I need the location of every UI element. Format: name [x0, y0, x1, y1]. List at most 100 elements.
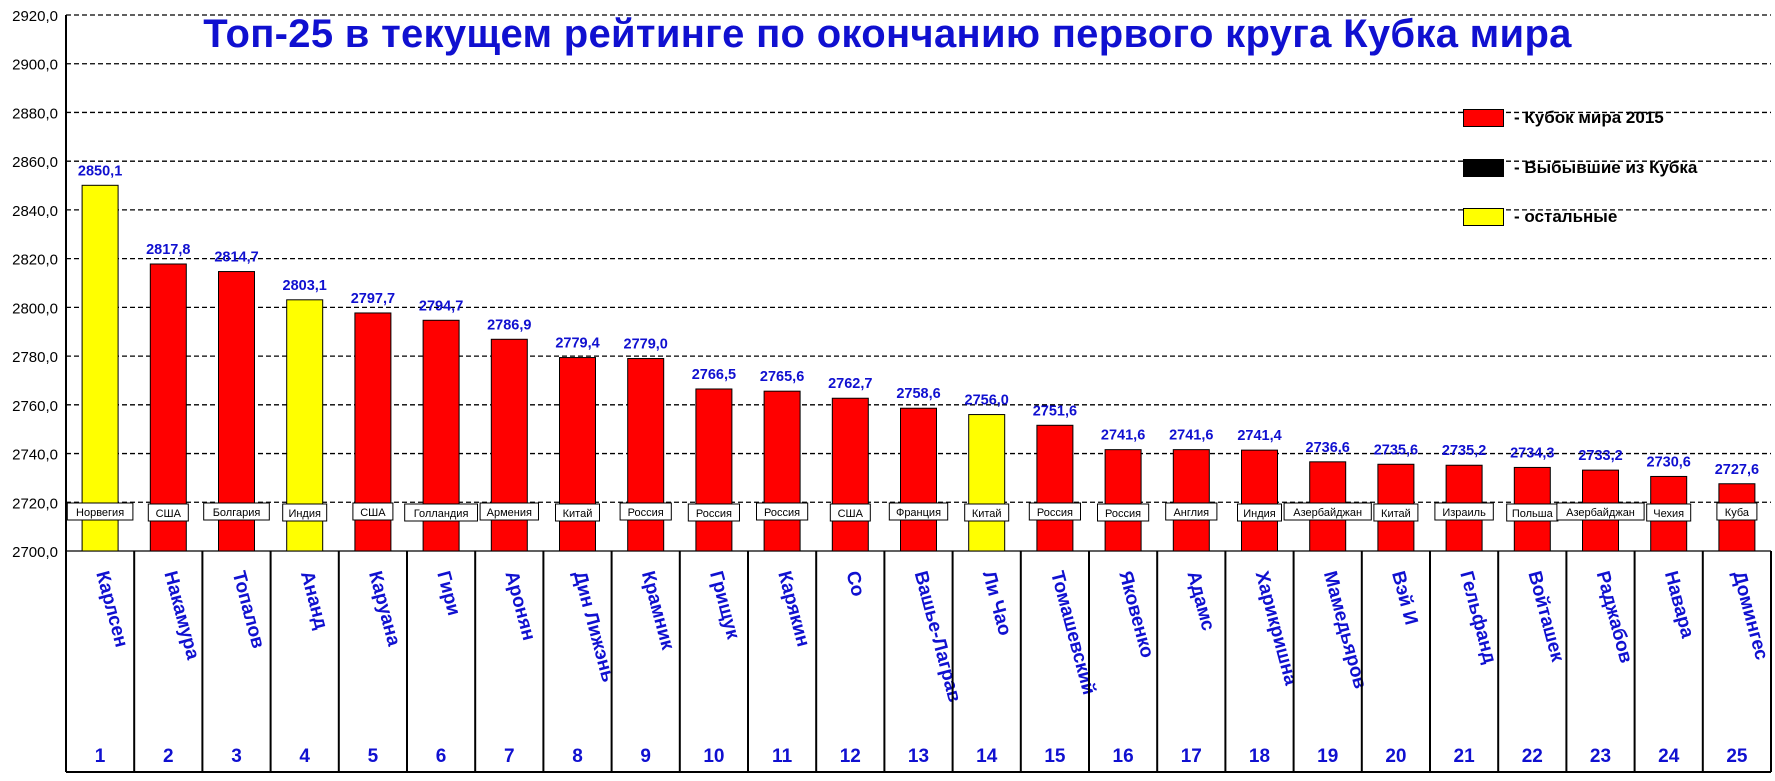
player-name: Гири	[432, 569, 464, 618]
y-tick-label: 2920,0	[12, 8, 58, 25]
y-tick-label: 2720,0	[12, 495, 58, 512]
value-label: 2803,1	[283, 278, 327, 294]
rank-number: 5	[368, 746, 379, 767]
country-label: Россия	[696, 508, 732, 520]
y-tick-label: 2800,0	[12, 300, 58, 317]
country-box	[1237, 503, 1282, 522]
bar-11	[763, 390, 801, 552]
rank-number: 25	[1726, 746, 1748, 767]
country-label: Азербайджан	[1566, 507, 1635, 519]
value-label: 2766,5	[692, 367, 736, 383]
value-label: 2758,6	[896, 386, 940, 402]
country-label: Болгария	[213, 507, 261, 519]
rank-number: 15	[1044, 746, 1066, 767]
player-name: Накамура	[159, 569, 203, 662]
country-box	[479, 502, 540, 521]
country-box	[1097, 503, 1150, 522]
rank-number: 24	[1658, 746, 1680, 767]
value-label: 2797,7	[351, 291, 395, 307]
value-label: 2762,7	[828, 376, 872, 392]
country-label: США	[838, 508, 864, 520]
value-label: 2786,9	[487, 317, 531, 333]
player-name: Ананд	[296, 569, 332, 632]
bar-9	[627, 358, 665, 552]
country-label: Индия	[288, 508, 321, 520]
value-label: 2850,1	[78, 163, 122, 179]
legend-item-others: - остальные	[1463, 206, 1617, 228]
value-label: 2741,6	[1101, 428, 1145, 444]
country-box	[1283, 502, 1372, 521]
y-tick-label: 2700,0	[12, 544, 58, 561]
player-name: Карякин	[773, 569, 813, 649]
country-label: Голландия	[414, 508, 469, 520]
chart-title: Топ-25 в текущем рейтинге по окончанию п…	[203, 12, 1572, 56]
country-box	[756, 502, 809, 521]
rank-number: 10	[703, 746, 724, 767]
y-tick-label: 2900,0	[12, 57, 58, 74]
country-box	[1646, 503, 1692, 522]
rank-number: 1	[95, 746, 106, 767]
rank-number: 23	[1590, 746, 1611, 767]
player-name: Аронян	[500, 569, 539, 643]
player-name: Крамник	[637, 569, 678, 653]
legend-item-eliminated: - Выбывшие из Кубка	[1463, 157, 1697, 179]
bar-2	[149, 263, 187, 552]
country-box	[1373, 503, 1419, 522]
country-label: Израиль	[1442, 507, 1486, 519]
rank-number: 2	[163, 746, 174, 767]
rank-number: 4	[299, 746, 310, 767]
bar-1	[81, 184, 119, 552]
rank-number: 13	[908, 746, 929, 767]
bar-13	[900, 407, 937, 552]
player-name: Адамс	[1182, 569, 1218, 634]
y-tick-label: 2820,0	[12, 252, 58, 269]
country-box	[888, 502, 949, 521]
rank-number: 21	[1454, 746, 1476, 767]
player-name: Топалов	[228, 569, 269, 651]
bar-16	[1104, 449, 1142, 552]
value-label: 2756,0	[965, 393, 1009, 409]
value-label: 2814,7	[214, 250, 258, 266]
country-box	[829, 503, 871, 522]
country-label: Азербайджан	[1293, 507, 1362, 519]
rank-number: 8	[572, 746, 583, 767]
player-name: Вэй И	[1387, 569, 1421, 627]
legend-swatch-black	[1463, 159, 1504, 177]
player-name: Вашье-Лаграв	[910, 569, 965, 705]
value-label: 2751,6	[1033, 403, 1077, 419]
country-box	[404, 503, 479, 522]
value-label: 2730,6	[1647, 454, 1691, 470]
rank-number: 6	[436, 746, 447, 767]
country-label: США	[156, 508, 182, 520]
country-box	[352, 502, 394, 521]
rank-number: 18	[1249, 746, 1270, 767]
player-name: Карлсен	[91, 569, 131, 650]
rank-number: 14	[976, 746, 998, 767]
country-box	[203, 502, 270, 521]
bar-15	[1036, 424, 1074, 552]
country-label: Англия	[1173, 507, 1209, 519]
player-name: Домингес	[1728, 569, 1772, 663]
bar-10	[695, 388, 733, 552]
rank-number: 12	[840, 746, 861, 767]
bar-17	[1172, 449, 1210, 552]
country-box	[1165, 502, 1218, 521]
y-tick-label: 2840,0	[12, 203, 58, 220]
legend-label: - Выбывшие из Кубка	[1514, 158, 1698, 177]
y-tick-label: 2780,0	[12, 349, 58, 366]
country-box	[282, 503, 328, 522]
country-label: Россия	[628, 507, 664, 519]
country-label: Чехия	[1653, 508, 1684, 520]
rank-number: 22	[1522, 746, 1543, 767]
country-label: Индия	[1243, 508, 1276, 520]
legend-item-world-cup: - Кубок мира 2015	[1463, 107, 1664, 129]
value-label: 2733,2	[1578, 448, 1622, 464]
player-name: Каруана	[364, 569, 404, 649]
country-label: Польша	[1512, 508, 1554, 520]
player-name: Грищук	[705, 569, 743, 642]
y-tick-label: 2880,0	[12, 105, 58, 122]
country-box	[1716, 502, 1758, 521]
value-label: 2794,7	[419, 298, 463, 314]
value-label: 2735,2	[1442, 443, 1486, 459]
